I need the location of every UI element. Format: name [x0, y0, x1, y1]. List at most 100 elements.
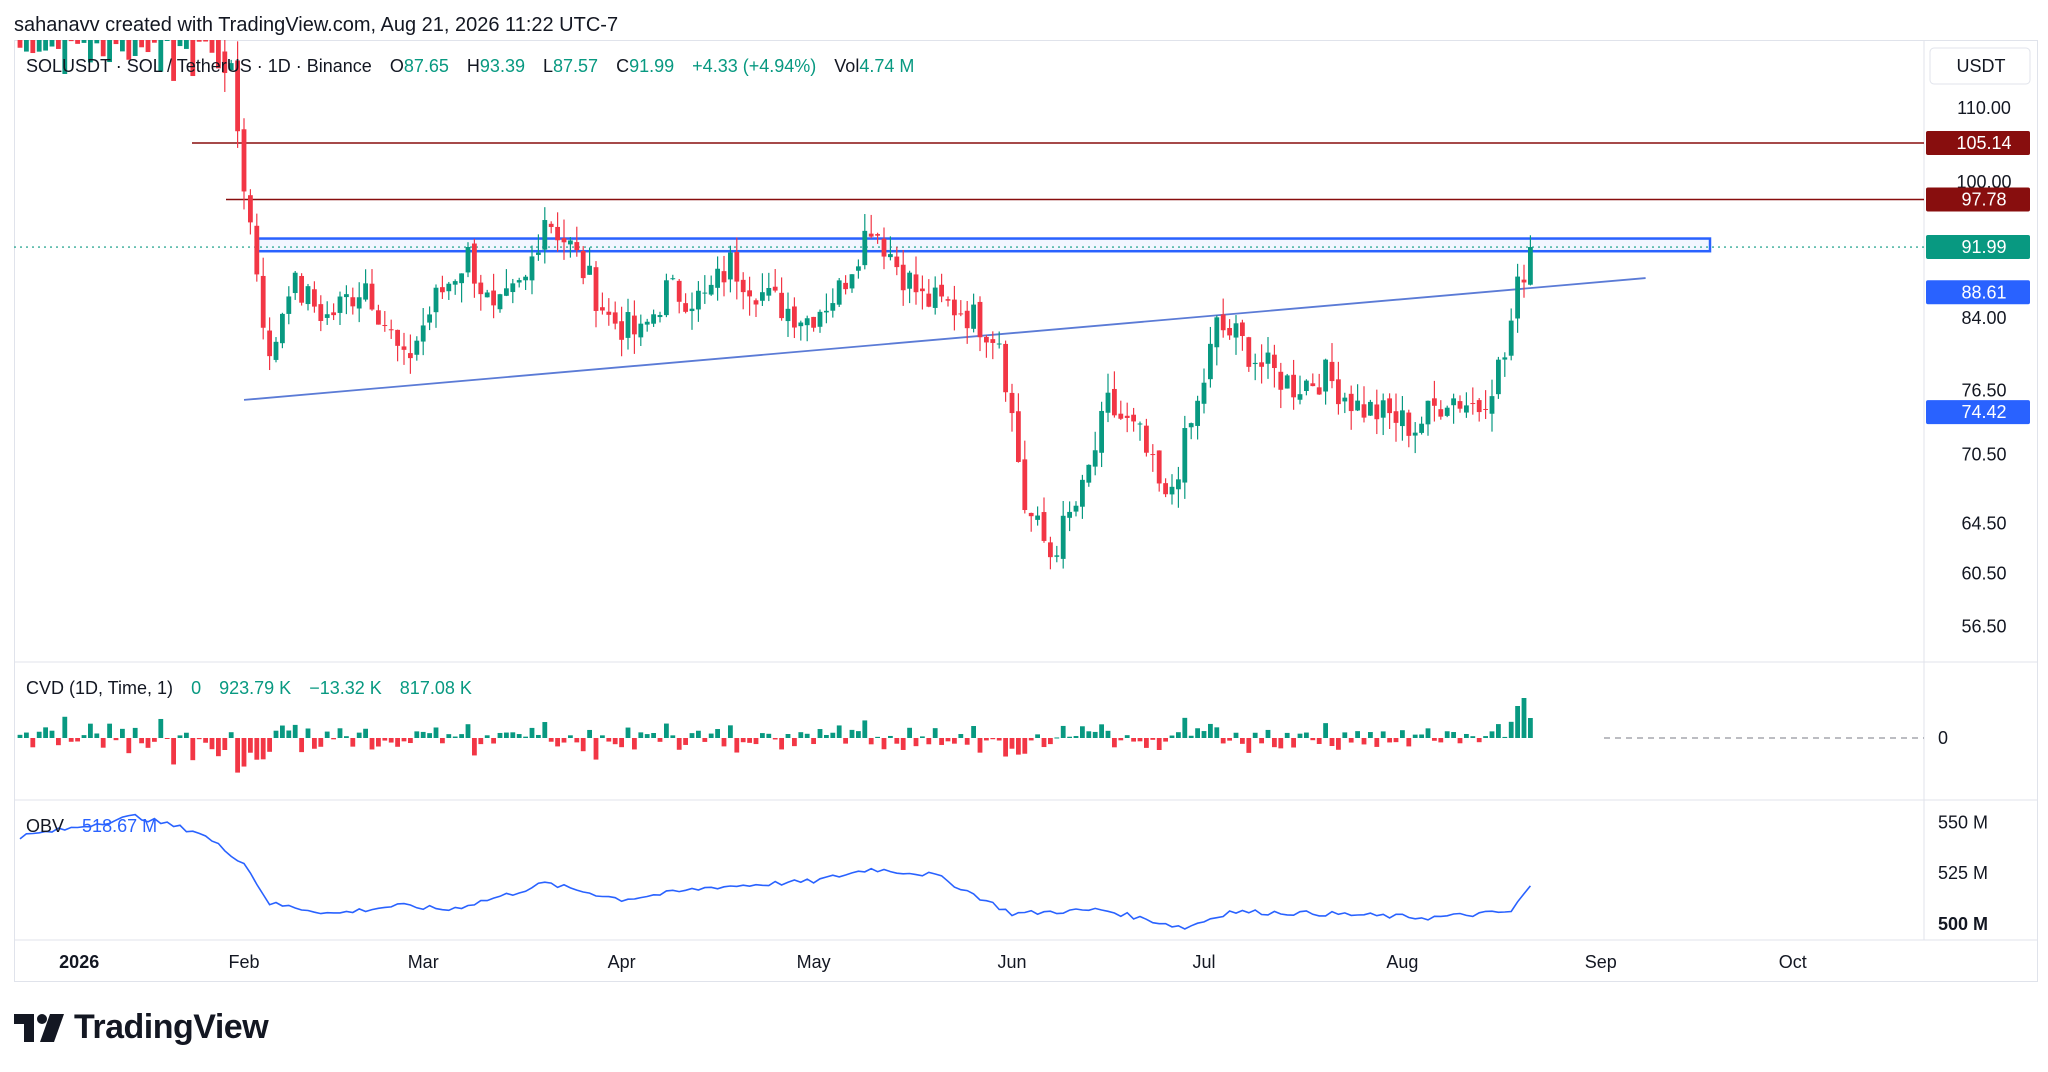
candle-body	[388, 329, 394, 331]
candle	[1432, 380, 1437, 422]
candle-body	[152, 40, 157, 43]
candle	[683, 293, 688, 314]
cvd-bar	[484, 735, 490, 738]
price-tick-4: 70.50	[1961, 444, 2006, 464]
cvd-bar	[708, 733, 714, 738]
candle-body	[1502, 357, 1508, 360]
symbol-label[interactable]: SOLUSDT · SOL / TetherUS · 1D · Binance	[26, 56, 372, 76]
cvd-bar	[1137, 738, 1143, 742]
candle-body	[1393, 411, 1399, 423]
cvd-bar	[721, 738, 727, 747]
price-tick-0: 110.00	[1957, 98, 2011, 118]
chart-frame[interactable]: USDT 110.00 100.00 84.00 76.50 70.50 64.50 60.5…	[14, 0, 2038, 982]
cvd-bar	[158, 718, 164, 738]
close-value: 91.99	[629, 56, 675, 76]
price-badge-label-3: 88.61	[1961, 282, 2006, 302]
candle	[1016, 393, 1021, 463]
candle-body	[760, 292, 765, 301]
cvd-bar	[542, 722, 548, 738]
candle	[1348, 385, 1354, 430]
cvd-bar	[715, 729, 720, 738]
candle	[427, 306, 432, 331]
candle	[1131, 407, 1136, 432]
candle	[260, 257, 266, 340]
candle-body	[945, 299, 951, 301]
obv-label[interactable]: OBV	[26, 816, 65, 836]
candle-body	[587, 265, 592, 275]
candle	[177, 0, 183, 47]
cvd-bar	[1528, 718, 1533, 738]
candle	[49, 25, 55, 47]
cvd-bar	[625, 727, 631, 738]
candle-body	[1259, 362, 1264, 367]
cvd-bar	[1374, 738, 1380, 747]
candle-body	[811, 316, 816, 328]
candle-body	[107, 40, 112, 63]
cvd-bar	[996, 738, 1002, 741]
candle-body	[516, 280, 522, 283]
candle	[1163, 478, 1168, 498]
candle	[542, 207, 548, 264]
cvd-bar	[836, 725, 842, 738]
candle	[638, 314, 644, 346]
candle	[1118, 400, 1124, 420]
candle-body	[1304, 380, 1309, 392]
chart-canvas[interactable]: USDT 110.00 100.00 84.00 76.50 70.50 64.50 60.5…	[14, 0, 2038, 982]
cvd-bar	[1284, 732, 1290, 738]
cvd-bar	[113, 738, 119, 741]
candle-body	[1150, 454, 1156, 456]
low-label: L	[543, 56, 554, 76]
obv-line	[19, 813, 1532, 930]
obv-tick-2: 500 M	[1938, 914, 1988, 934]
cvd-bar	[312, 738, 317, 749]
candle	[337, 291, 343, 326]
candle-body	[548, 223, 554, 227]
candle-body	[286, 296, 292, 314]
candle-body	[1163, 483, 1168, 495]
candle	[312, 281, 317, 313]
tradingview-logo[interactable]: TradingView	[14, 1008, 269, 1047]
candle	[772, 269, 778, 293]
candle-body	[1156, 450, 1162, 484]
candle	[1515, 263, 1520, 333]
obv-tick-0: 550 M	[1938, 812, 1988, 832]
candle-body	[24, 40, 29, 52]
cvd-bar	[420, 731, 426, 738]
candle-body	[952, 299, 957, 316]
cvd-bar	[580, 738, 586, 752]
candle-body	[1208, 343, 1213, 380]
candle-body	[1470, 403, 1476, 405]
candle-body	[81, 40, 87, 43]
price-tick-3: 76.50	[1961, 381, 2006, 401]
cvd-bar	[683, 738, 688, 745]
cvd-bar	[1214, 727, 1220, 738]
cvd-bar	[1323, 723, 1328, 738]
cvd-bar	[433, 727, 439, 738]
candle	[689, 292, 695, 330]
cvd-bar	[292, 724, 298, 738]
candle	[184, 0, 189, 49]
candle	[1310, 373, 1316, 387]
candle	[113, 0, 119, 45]
candle-body	[459, 273, 464, 284]
cvd-bar	[1521, 698, 1527, 738]
candle	[913, 256, 919, 305]
candle	[1201, 368, 1207, 414]
candle-body	[260, 275, 266, 328]
candle-body	[1451, 398, 1456, 406]
cvd-bar	[587, 729, 592, 738]
candle	[94, 0, 100, 44]
candle-body	[1291, 374, 1296, 398]
candle	[1483, 390, 1488, 420]
candle	[1425, 400, 1431, 436]
price-tick-7: 56.50	[1961, 617, 2006, 637]
cvd-bar	[817, 729, 823, 738]
candle-body	[958, 313, 964, 315]
cvd-bar	[1112, 738, 1117, 748]
cvd-bar	[1406, 738, 1412, 747]
candle-body	[1124, 415, 1130, 418]
cvd-bar	[81, 735, 87, 738]
candle	[587, 247, 592, 275]
cvd-label[interactable]: CVD (1D, Time, 1)	[26, 678, 174, 698]
cvd-bar	[676, 738, 682, 750]
